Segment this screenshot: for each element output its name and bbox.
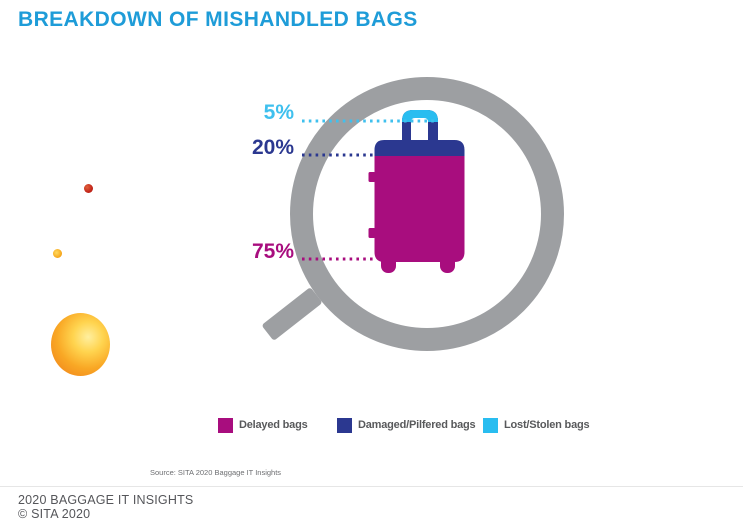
- footer-copyright: © SITA 2020: [18, 507, 91, 521]
- suitcase-latch-top: [368, 172, 376, 182]
- legend-swatch-delayed: [218, 417, 233, 433]
- footer-divider: [0, 486, 743, 487]
- page-title: BREAKDOWN OF MISHANDLED BAGS: [18, 8, 418, 31]
- label-damaged-percent: 20%: [251, 136, 294, 159]
- decorative-red-dot: [84, 184, 93, 193]
- legend-swatch-damaged: [337, 417, 352, 433]
- suitcase-body-delayed-segment: [374, 156, 465, 262]
- source-note: Source: SITA 2020 Baggage IT Insights: [150, 468, 282, 477]
- legend-label-lost: Lost/Stolen bags: [504, 419, 590, 431]
- suitcase-top-damaged-segment: [374, 140, 465, 157]
- magnifier-ring-icon: [290, 77, 564, 351]
- footer: 2020 BAGGAGE IT INSIGHTS © SITA 2020: [18, 493, 193, 521]
- legend-label-delayed: Delayed bags: [239, 419, 308, 431]
- legend-item-delayed: Delayed bags: [218, 417, 308, 433]
- legend-item-damaged: Damaged/Pilfered bags: [337, 417, 476, 433]
- label-delayed-percent: 75%: [251, 240, 294, 263]
- legend-item-lost: Lost/Stolen bags: [483, 417, 590, 433]
- suitcase-handle-top-lost-segment: [402, 110, 438, 122]
- decorative-yellow-dot: [53, 249, 62, 258]
- footer-report-title: 2020 BAGGAGE IT INSIGHTS: [18, 493, 194, 507]
- legend-swatch-lost: [483, 417, 498, 433]
- legend-label-damaged: Damaged/Pilfered bags: [358, 419, 476, 431]
- label-lost-percent: 5%: [263, 101, 294, 124]
- magnifier-handle-icon: [262, 288, 322, 340]
- suitcase-latch-bottom: [368, 228, 376, 238]
- decorative-orange-sphere: [51, 313, 110, 376]
